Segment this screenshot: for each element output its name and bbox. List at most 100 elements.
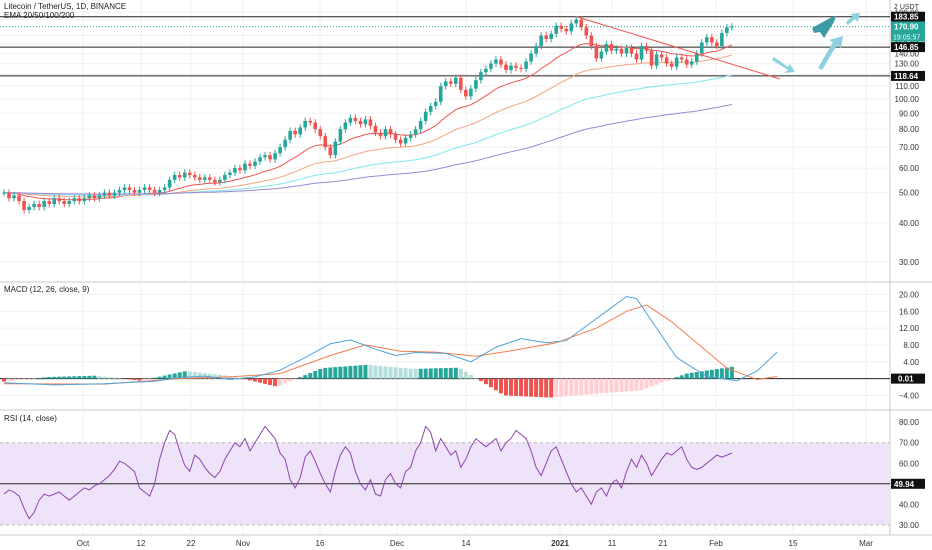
rsi-value: 49.94 [894, 480, 915, 489]
price-tick-label: 110.00 [895, 82, 919, 91]
macd-histogram-bar [519, 378, 524, 397]
macd-histogram-bar [619, 378, 624, 392]
macd-histogram-bar [413, 368, 418, 379]
macd-histogram-bar [524, 378, 529, 397]
candle-body [383, 129, 388, 137]
candle-body [549, 33, 553, 39]
candle-body [574, 19, 579, 24]
price-tick-label: 80.00 [899, 125, 920, 134]
macd-histogram-bar [659, 378, 664, 383]
candle-body [644, 46, 649, 51]
macd-signal-line [3, 304, 778, 385]
candle-body [494, 59, 498, 64]
macd-histogram-bar [378, 365, 383, 379]
macd-histogram-bar [72, 376, 77, 379]
candle-body [368, 119, 373, 126]
x-tick-label: 21 [659, 539, 668, 548]
candle-body [177, 175, 182, 178]
candle-body [182, 172, 187, 178]
candle-body [448, 81, 453, 84]
macd-histogram-bar [679, 375, 684, 379]
candle-body [358, 120, 363, 125]
macd-tick-label: 12.00 [899, 324, 920, 333]
macd-histogram-bar [263, 378, 268, 384]
macd-histogram-bar [488, 378, 493, 388]
candle-body [418, 120, 423, 130]
candle-body [263, 155, 267, 158]
macd-histogram-bar [197, 372, 202, 379]
macd-histogram-bar [167, 374, 172, 379]
candle-body [32, 203, 36, 207]
candle-body [243, 163, 247, 171]
macd-histogram-bar [634, 378, 639, 391]
macd-histogram-bar [7, 378, 12, 382]
candle-body [720, 32, 724, 47]
candle-body [509, 65, 513, 70]
macd-histogram-bar [539, 378, 544, 398]
macd-histogram-bar [478, 378, 483, 382]
macd-histogram-bar [87, 375, 92, 379]
macd-histogram-bar [258, 378, 263, 383]
candle-body [730, 26, 734, 28]
candle-body [559, 25, 564, 29]
candle-body [388, 129, 393, 135]
candle-body [373, 125, 378, 133]
candle-body [253, 161, 257, 166]
candle-body [669, 63, 674, 67]
macd-histogram-bar [57, 376, 62, 379]
macd-histogram-bar [669, 378, 674, 380]
candle-body [679, 57, 684, 60]
macd-histogram-bar [117, 378, 122, 379]
candle-body [544, 35, 548, 39]
x-tick-label: Feb [709, 539, 723, 548]
macd-histogram-bar [609, 378, 614, 393]
price-tick-label: 60.00 [899, 164, 920, 173]
macd-histogram-bar [554, 378, 559, 398]
macd-histogram-bar [604, 378, 609, 393]
macd-histogram-bar [298, 377, 303, 379]
candle-body [584, 27, 589, 36]
x-tick-label: Mar [859, 539, 873, 548]
candle-body [499, 59, 503, 65]
macd-histogram-bar [368, 364, 373, 379]
candle-body [609, 44, 614, 51]
macd-tick-label: 20.00 [899, 290, 920, 299]
candle-body [529, 53, 533, 62]
candle-body [454, 77, 458, 84]
candle-body [694, 53, 699, 62]
macd-histogram-bar [247, 378, 252, 381]
macd-histogram-bar [97, 376, 102, 379]
level-value: 118.64 [894, 72, 919, 81]
candle-body [484, 68, 488, 73]
rsi-tick-label: 40.00 [899, 500, 920, 509]
rsi-tick-label: 70.00 [899, 439, 920, 448]
candle-body [87, 195, 92, 199]
candle-body [489, 63, 493, 69]
candle-body [62, 201, 67, 204]
candle-body [614, 48, 619, 51]
candle-body [197, 177, 202, 180]
macd-tick-label: 16.00 [899, 307, 920, 316]
macd-histogram-bar [549, 378, 554, 398]
x-tick-label: 14 [462, 539, 471, 548]
candle-body [519, 67, 523, 69]
macd-histogram-bar [177, 372, 182, 379]
candle-body [398, 139, 403, 144]
candle-body [288, 130, 292, 140]
macd-histogram-bar [273, 378, 278, 387]
macd-histogram-bar [433, 368, 438, 379]
macd-histogram-bar [383, 366, 388, 379]
macd-histogram-bar [17, 378, 22, 381]
candle-body [258, 157, 262, 162]
candle-body [248, 163, 252, 166]
macd-histogram-bar [182, 371, 187, 379]
candle-body [72, 198, 77, 202]
macd-histogram-bar [448, 367, 453, 379]
macd-histogram-bar [418, 368, 423, 379]
macd-histogram-bar [127, 378, 132, 380]
macd-histogram-bar [674, 377, 679, 379]
candle-body [37, 203, 41, 207]
macd-histogram-bar [654, 378, 659, 385]
